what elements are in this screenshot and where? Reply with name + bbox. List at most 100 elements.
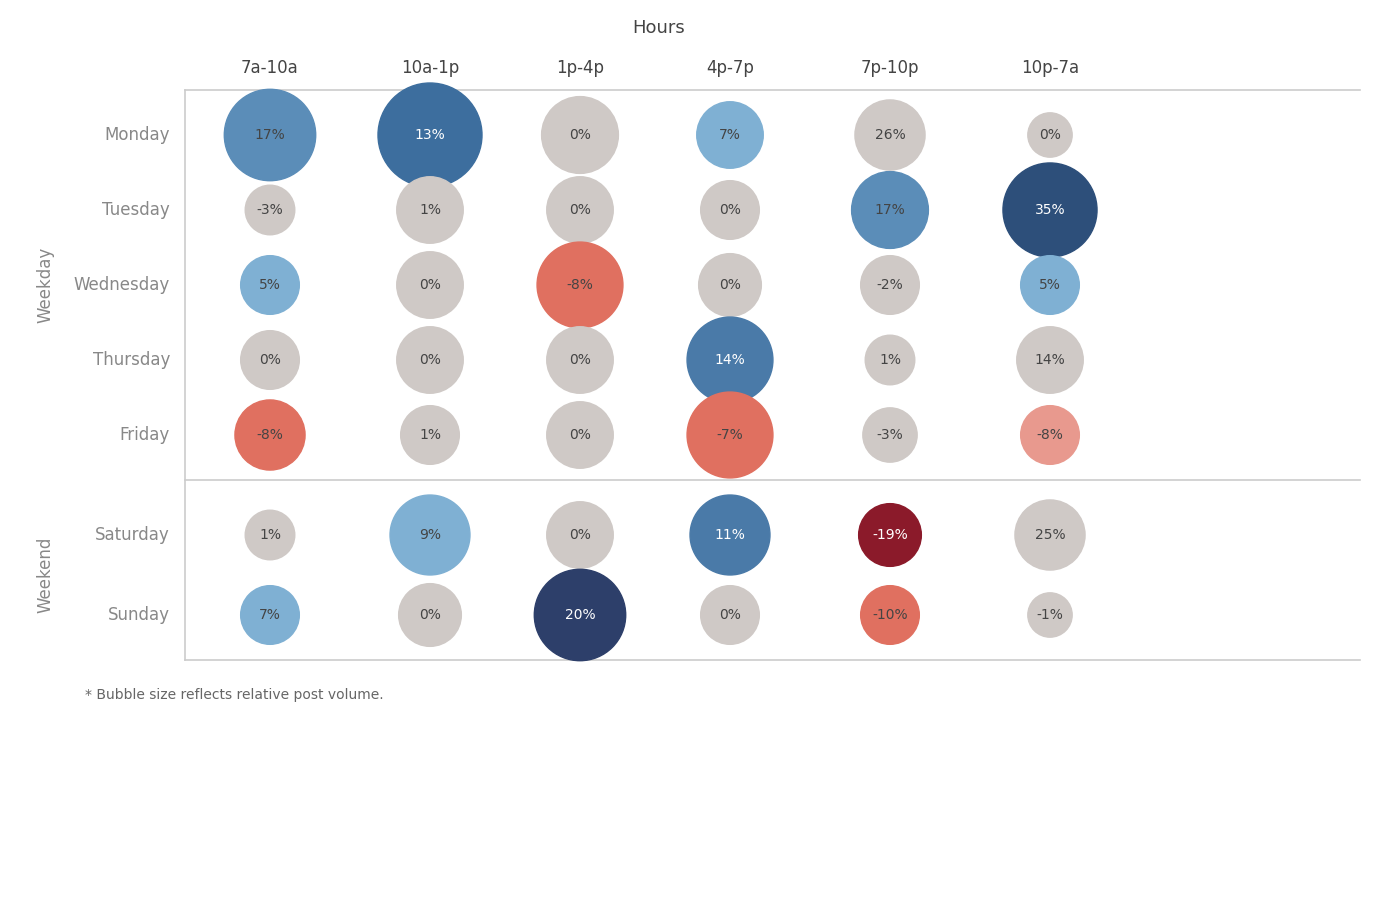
Ellipse shape — [1016, 327, 1084, 393]
Text: Weekend: Weekend — [36, 536, 55, 613]
Text: Hours: Hours — [631, 19, 685, 37]
Text: 0%: 0% — [259, 353, 281, 367]
Text: 1%: 1% — [419, 203, 441, 217]
Text: 5%: 5% — [1039, 278, 1061, 292]
Ellipse shape — [861, 586, 920, 644]
Ellipse shape — [687, 392, 773, 478]
Text: 35%: 35% — [1035, 203, 1065, 217]
Text: Tuesday: Tuesday — [102, 201, 169, 219]
Ellipse shape — [855, 100, 925, 170]
Ellipse shape — [547, 501, 613, 568]
Text: -8%: -8% — [1036, 428, 1064, 442]
Text: -8%: -8% — [567, 278, 594, 292]
Text: -7%: -7% — [717, 428, 743, 442]
Text: 14%: 14% — [714, 353, 745, 367]
Text: 0%: 0% — [568, 528, 591, 542]
Ellipse shape — [1002, 163, 1098, 257]
Text: 9%: 9% — [419, 528, 441, 542]
Text: 11%: 11% — [714, 528, 745, 542]
Text: 10a-1p: 10a-1p — [400, 59, 459, 77]
Ellipse shape — [1021, 256, 1079, 314]
Ellipse shape — [399, 583, 462, 646]
Text: -2%: -2% — [876, 278, 903, 292]
Text: 17%: 17% — [255, 128, 286, 142]
Text: 26%: 26% — [875, 128, 906, 142]
Ellipse shape — [241, 256, 300, 314]
Ellipse shape — [396, 176, 463, 243]
Text: -8%: -8% — [256, 428, 283, 442]
Ellipse shape — [538, 242, 623, 328]
Text: -3%: -3% — [876, 428, 903, 442]
Ellipse shape — [547, 176, 613, 243]
Text: 0%: 0% — [419, 278, 441, 292]
Text: 14%: 14% — [1035, 353, 1065, 367]
Ellipse shape — [697, 102, 763, 168]
Ellipse shape — [858, 504, 921, 566]
Ellipse shape — [1015, 500, 1085, 570]
Text: 0%: 0% — [568, 128, 591, 142]
Text: 0%: 0% — [419, 353, 441, 367]
Ellipse shape — [235, 400, 305, 470]
Text: 0%: 0% — [720, 608, 741, 622]
Text: 1%: 1% — [259, 528, 281, 542]
Text: 17%: 17% — [875, 203, 906, 217]
Ellipse shape — [851, 172, 928, 248]
Text: 0%: 0% — [720, 203, 741, 217]
Ellipse shape — [396, 327, 463, 393]
Ellipse shape — [245, 510, 295, 560]
Ellipse shape — [700, 586, 759, 644]
Text: 4p-7p: 4p-7p — [706, 59, 755, 77]
Ellipse shape — [396, 252, 463, 319]
Ellipse shape — [699, 254, 762, 317]
Text: Wednesday: Wednesday — [74, 276, 169, 294]
Text: 25%: 25% — [1035, 528, 1065, 542]
Ellipse shape — [862, 408, 917, 463]
Ellipse shape — [542, 96, 619, 174]
Ellipse shape — [535, 570, 626, 661]
Ellipse shape — [547, 327, 613, 393]
Ellipse shape — [241, 586, 300, 644]
Text: Monday: Monday — [105, 126, 169, 144]
Text: -10%: -10% — [872, 608, 907, 622]
Ellipse shape — [378, 83, 482, 187]
Text: -1%: -1% — [1036, 608, 1064, 622]
Text: 0%: 0% — [419, 608, 441, 622]
Ellipse shape — [1028, 112, 1072, 158]
Ellipse shape — [687, 317, 773, 403]
Text: -19%: -19% — [872, 528, 907, 542]
Text: 0%: 0% — [568, 353, 591, 367]
Text: 7%: 7% — [259, 608, 281, 622]
Ellipse shape — [861, 256, 920, 314]
Ellipse shape — [245, 185, 295, 235]
Text: 10p-7a: 10p-7a — [1021, 59, 1079, 77]
Text: 0%: 0% — [568, 428, 591, 442]
Ellipse shape — [865, 335, 914, 385]
Text: Saturday: Saturday — [95, 526, 169, 544]
Text: 0%: 0% — [568, 203, 591, 217]
Text: 20%: 20% — [564, 608, 595, 622]
Ellipse shape — [400, 406, 459, 464]
Text: 0%: 0% — [720, 278, 741, 292]
Ellipse shape — [1028, 593, 1072, 637]
Ellipse shape — [547, 401, 613, 468]
Ellipse shape — [690, 495, 770, 575]
Text: Sunday: Sunday — [108, 606, 169, 624]
Text: 7%: 7% — [720, 128, 741, 142]
Ellipse shape — [1021, 406, 1079, 464]
Text: * Bubble size reflects relative post volume.: * Bubble size reflects relative post vol… — [85, 688, 384, 702]
Text: 1%: 1% — [419, 428, 441, 442]
Text: -3%: -3% — [256, 203, 283, 217]
Text: 7p-10p: 7p-10p — [861, 59, 920, 77]
Ellipse shape — [391, 495, 470, 575]
Text: Weekday: Weekday — [36, 247, 55, 323]
Text: 7a-10a: 7a-10a — [241, 59, 298, 77]
Text: 13%: 13% — [414, 128, 445, 142]
Ellipse shape — [700, 181, 759, 239]
Text: Friday: Friday — [120, 426, 169, 444]
Text: 0%: 0% — [1039, 128, 1061, 142]
Text: 1%: 1% — [879, 353, 902, 367]
Ellipse shape — [241, 330, 300, 390]
Text: 5%: 5% — [259, 278, 281, 292]
Text: Thursday: Thursday — [92, 351, 169, 369]
Text: 1p-4p: 1p-4p — [556, 59, 603, 77]
